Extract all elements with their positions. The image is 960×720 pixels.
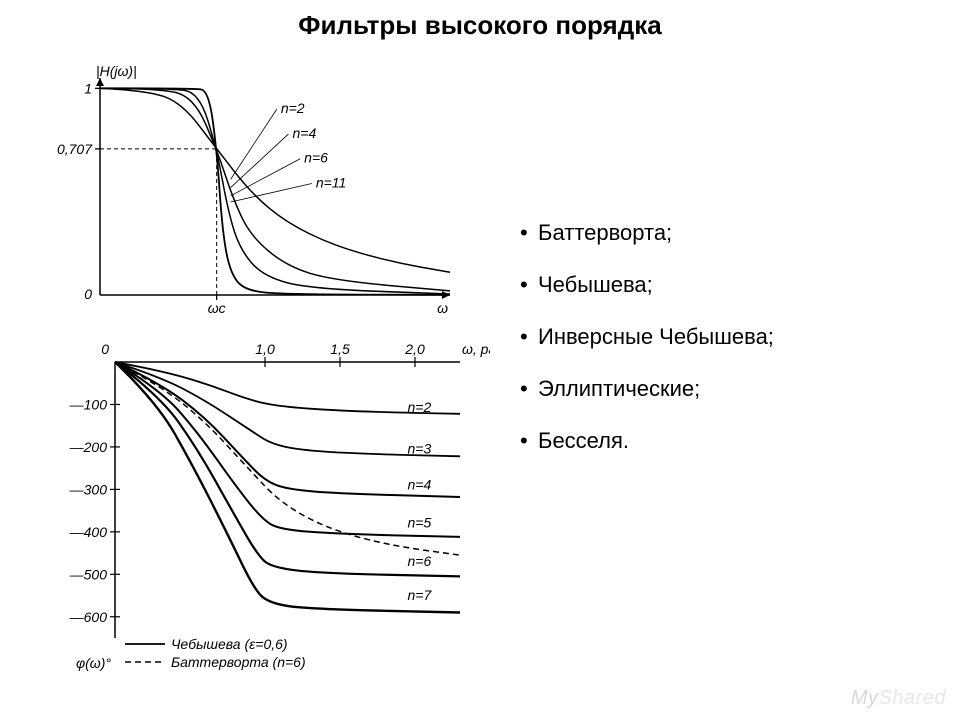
svg-text:n=3: n=3 (408, 440, 432, 456)
svg-text:—100: —100 (69, 396, 108, 412)
svg-text:ω: ω (437, 300, 448, 316)
svg-text:—600: —600 (69, 609, 108, 625)
svg-text:ωc: ωc (208, 300, 226, 316)
svg-text:n=2: n=2 (281, 100, 305, 116)
filter-charts-svg: 1 0,707 0 |H(jω)| ωc ω n=2 n=4 n=6 n=11 1,0 1,5 2,0 0… (40, 50, 490, 680)
svg-text:φ(ω)°: φ(ω)° (76, 655, 111, 671)
svg-text:n=4: n=4 (293, 125, 317, 141)
svg-text:n=6: n=6 (304, 150, 328, 166)
svg-text:n=5: n=5 (408, 515, 432, 531)
bullet-item: Инверсные Чебышева; (520, 324, 940, 350)
svg-text:1,0: 1,0 (255, 341, 275, 357)
svg-text:n=4: n=4 (408, 476, 432, 492)
bullet-item: Бесселя. (520, 428, 940, 454)
svg-text:n=6: n=6 (408, 553, 432, 569)
watermark-my: My (851, 687, 879, 709)
svg-text:—500: —500 (69, 566, 108, 582)
filter-type-list: Баттерворта; Чебышева; Инверсные Чебышева;… (520, 220, 940, 480)
svg-text:1: 1 (84, 80, 92, 96)
svg-text:—400: —400 (69, 524, 108, 540)
watermark: MyShared (851, 687, 946, 710)
watermark-shared: Shared (879, 687, 947, 709)
svg-text:n=11: n=11 (316, 175, 347, 191)
svg-text:Баттерворта (n=6): Баттерворта (n=6) (171, 654, 306, 670)
bullet-item: Эллиптические; (520, 376, 940, 402)
svg-text:n=2: n=2 (408, 399, 432, 415)
svg-text:|H(jω)|: |H(jω)| (96, 63, 137, 79)
svg-text:0,707: 0,707 (57, 141, 93, 157)
bullet-item: Баттерворта; (520, 220, 940, 246)
svg-text:ω, рад/с: ω, рад/с (462, 341, 490, 357)
charts-panel: 1 0,707 0 |H(jω)| ωc ω n=2 n=4 n=6 n=11 1,0 1,5 2,0 0… (40, 50, 490, 680)
slide-title: Фильтры высокого порядка (0, 10, 960, 41)
svg-text:2,0: 2,0 (404, 341, 425, 357)
svg-text:1,5: 1,5 (330, 341, 350, 357)
svg-text:—300: —300 (69, 481, 108, 497)
svg-text:Чебышева (ε=0,6): Чебышева (ε=0,6) (171, 636, 288, 652)
svg-text:—200: —200 (69, 439, 108, 455)
svg-text:0: 0 (101, 341, 109, 357)
svg-text:n=7: n=7 (408, 587, 433, 603)
svg-text:0: 0 (84, 286, 92, 302)
bullet-item: Чебышева; (520, 272, 940, 298)
